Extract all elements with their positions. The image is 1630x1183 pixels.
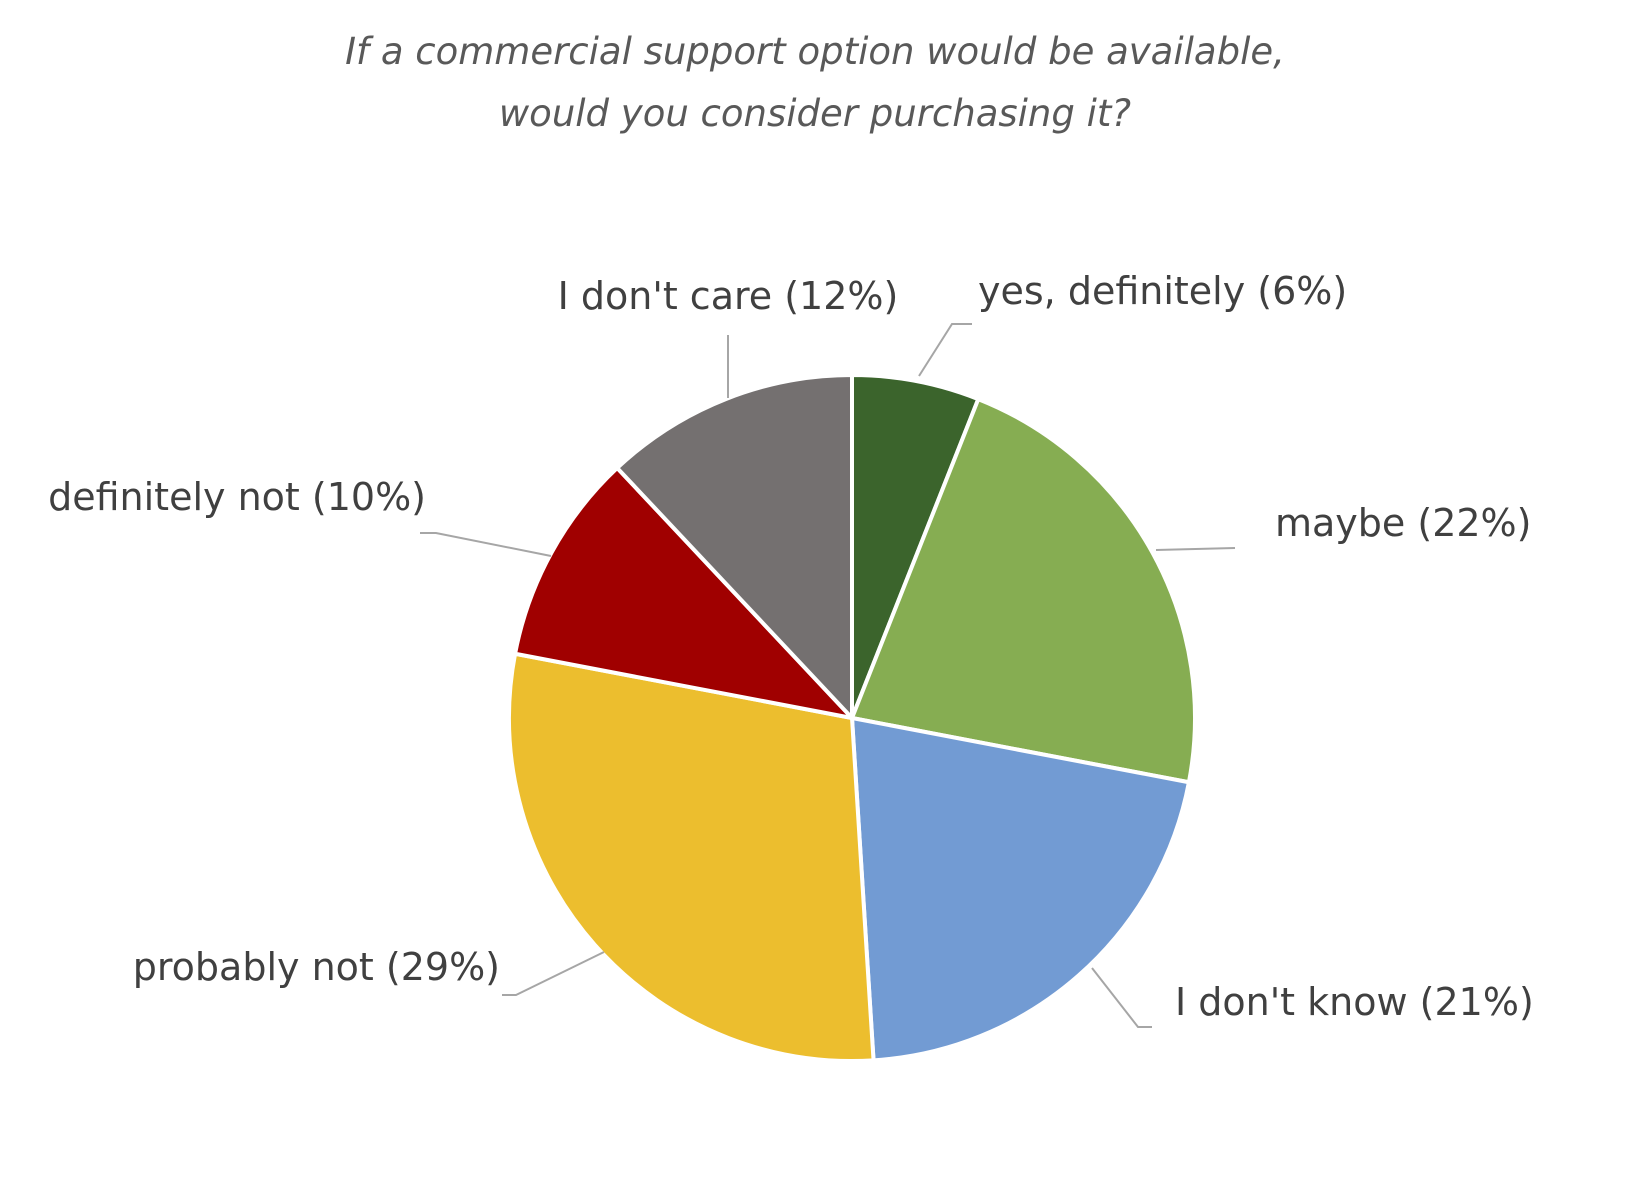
chart-title-line-2: would you consider purchasing it? [499, 92, 1131, 135]
data-label-i-don-t-know: I don't know (21%) [1175, 980, 1534, 1024]
leader-lines [420, 323, 1236, 1028]
data-label-probably-not: probably not (29%) [133, 945, 500, 989]
slice-labels: yes, definitely (6%) maybe (22%) I don't k… [48, 269, 1534, 1024]
leader-line-i-don-t-know [1091, 967, 1152, 1028]
pie-slices [507, 373, 1197, 1063]
leader-line-definitely-not [420, 532, 552, 557]
slice-i-don-t-know [850, 716, 1191, 1063]
data-label-i-don-t-care: I don't care (12%) [558, 274, 899, 318]
data-label-maybe: maybe (22%) [1275, 501, 1531, 545]
leader-line-yes-definitely [918, 323, 972, 377]
slice-yes-definitely [850, 373, 981, 720]
leader-line-maybe [1155, 547, 1236, 551]
slice-definitely-not [513, 465, 854, 720]
leader-line-probably-not [502, 951, 605, 996]
data-label-yes-definitely: yes, definitely (6%) [978, 269, 1347, 313]
chart-title-line-1: If a commercial support option would be … [345, 30, 1285, 73]
chart-title: If a commercial support option would be … [345, 30, 1285, 135]
slice-i-don-t-care [615, 373, 854, 720]
data-label-definitely-not: definitely not (10%) [48, 475, 426, 519]
slice-maybe [850, 397, 1197, 785]
slice-probably-not [507, 651, 876, 1063]
